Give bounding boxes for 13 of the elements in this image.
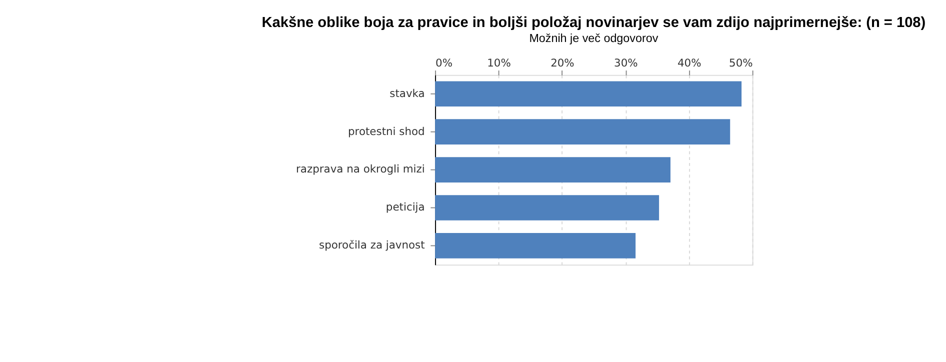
- y-tick-label: razprava na okrogli mizi: [296, 162, 425, 176]
- y-tick-label: sporočila za javnost: [318, 238, 425, 252]
- chart-subtitle: Možnih je več odgovorov: [529, 32, 658, 45]
- y-tick-label: stavka: [390, 86, 425, 100]
- y-tick-label: peticija: [386, 200, 425, 214]
- y-tick-label: protestni shod: [348, 124, 425, 138]
- x-tick-label: 30%: [614, 56, 638, 70]
- x-tick-label: 0%: [436, 56, 452, 70]
- chart-title: Kakšne oblike boja za pravice in boljši položaj novinarjev se vam zdijo najprimernejše: (n = 108): [262, 15, 926, 32]
- x-tick-label: 10%: [487, 56, 511, 70]
- x-tick-label: 20%: [550, 56, 574, 70]
- x-tick-label: 50%: [729, 56, 753, 70]
- x-tick-label: 40%: [677, 56, 702, 70]
